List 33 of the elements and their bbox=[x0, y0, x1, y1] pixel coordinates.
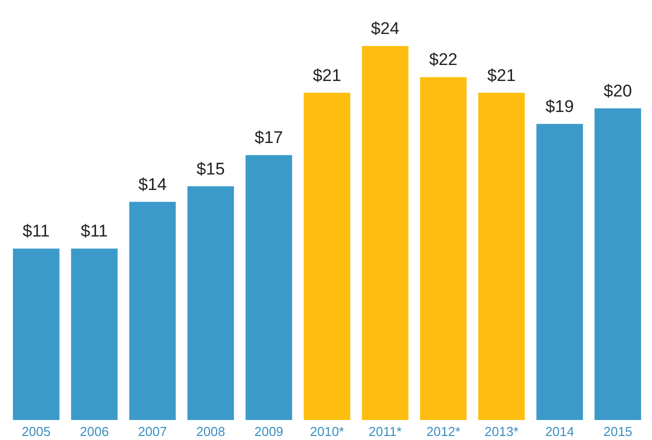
data-label: $20 bbox=[604, 81, 632, 100]
data-label: $14 bbox=[138, 174, 167, 194]
bar bbox=[478, 92, 525, 420]
bar bbox=[594, 108, 642, 420]
x-tick-label: 2008 bbox=[196, 424, 226, 439]
x-tick-label: 2015 bbox=[603, 424, 632, 439]
x-tick-label: 2013* bbox=[484, 424, 518, 439]
bar bbox=[304, 92, 350, 420]
bar bbox=[362, 46, 408, 420]
data-label: $21 bbox=[487, 66, 516, 85]
bar bbox=[420, 77, 467, 420]
x-tick-label: 2007 bbox=[138, 424, 167, 439]
bar bbox=[187, 186, 234, 420]
bar bbox=[536, 124, 583, 420]
data-label: $21 bbox=[312, 66, 342, 85]
x-tick-label: 2009 bbox=[254, 424, 284, 439]
data-label: $11 bbox=[80, 222, 108, 241]
bar bbox=[71, 248, 118, 420]
data-label: $19 bbox=[545, 96, 574, 116]
bar bbox=[246, 155, 292, 420]
bar bbox=[12, 248, 60, 420]
bar bbox=[129, 202, 176, 420]
data-label: $11 bbox=[22, 222, 50, 241]
x-tick-label: 2012* bbox=[426, 424, 460, 439]
x-tick-label: 2011* bbox=[368, 424, 402, 439]
data-label: $17 bbox=[254, 128, 284, 148]
x-tick-label: 2006 bbox=[80, 424, 109, 439]
x-tick-label: 2014 bbox=[545, 424, 574, 439]
data-label: $24 bbox=[370, 19, 400, 38]
data-label: $22 bbox=[429, 50, 458, 70]
x-tick-label: 2005 bbox=[22, 424, 51, 439]
x-tick-label: 2010* bbox=[310, 424, 344, 439]
data-label: $15 bbox=[196, 159, 225, 178]
